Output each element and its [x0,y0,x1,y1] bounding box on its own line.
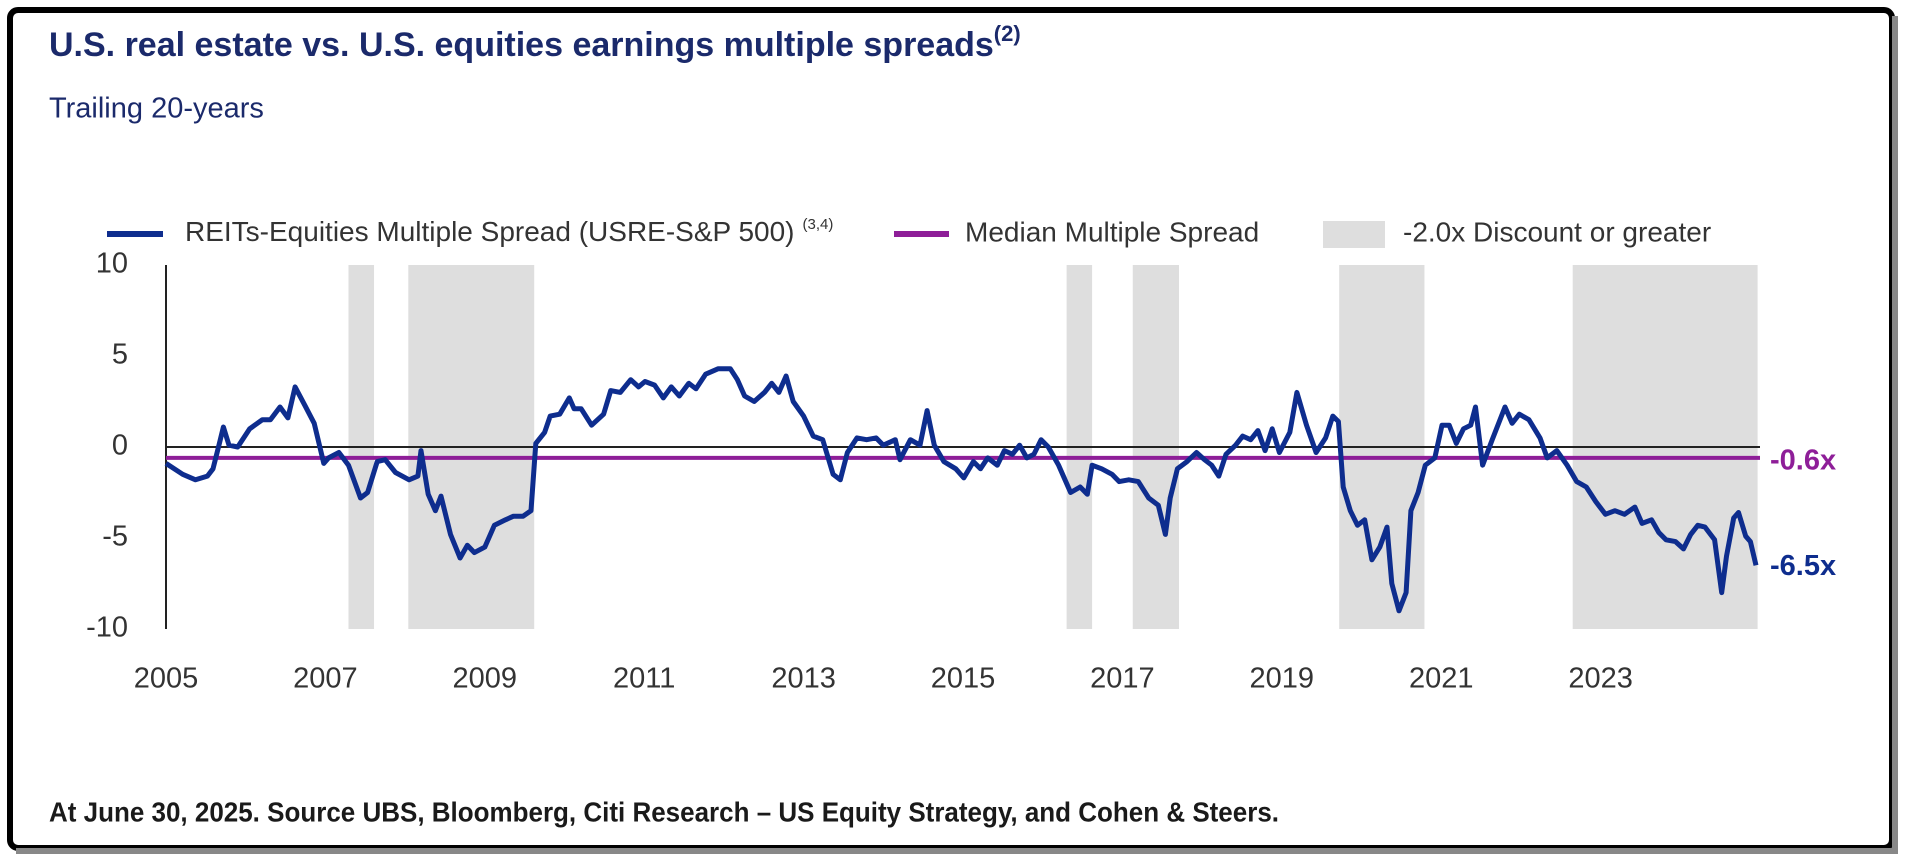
x-tick-label: 2007 [293,663,358,695]
y-tick-label: -10 [86,612,128,644]
title-text: U.S. real estate vs. U.S. equities earni… [49,26,994,64]
x-tick-label: 2015 [931,663,996,695]
title-note: (2) [994,21,1021,46]
x-tick-label: 2021 [1409,663,1474,695]
frame-shadow [16,848,1898,854]
legend-text: REITs-Equities Multiple Spread (USRE-S&P… [185,216,795,247]
legend-label: Median Multiple Spread [965,216,1259,247]
x-tick-label: 2005 [134,663,199,695]
chart-title: U.S. real estate vs. U.S. equities earni… [49,21,1021,64]
y-tick-label: 10 [96,248,128,280]
chart-subtitle: Trailing 20-years [49,93,264,125]
legend-note: (3,4) [803,216,834,233]
x-tick-label: 2011 [613,663,675,695]
x-tick-label: 2017 [1090,663,1155,695]
x-tick-label: 2019 [1250,663,1315,695]
legend-label: -2.0x Discount or greater [1403,216,1711,247]
y-tick-label: -5 [102,521,128,553]
legend-swatch [1323,221,1385,248]
footnote: At June 30, 2025. Source UBS, Bloomberg,… [49,796,1279,827]
frame-shadow [1892,16,1898,854]
data-line [164,366,1759,614]
legend-label: REITs-Equities Multiple Spread (USRE-S&P… [185,216,833,247]
legend: REITs-Equities Multiple Spread (USRE-S&P… [107,216,1711,248]
median-label: -0.6x [1770,445,1836,477]
x-tick-label: 2023 [1568,663,1633,695]
y-tick-label: 0 [112,430,128,462]
y-tick-label: 5 [112,339,128,371]
end-label: -6.5x [1770,550,1836,582]
x-tick-label: 2013 [771,663,836,695]
x-tick-label: 2009 [453,663,518,695]
